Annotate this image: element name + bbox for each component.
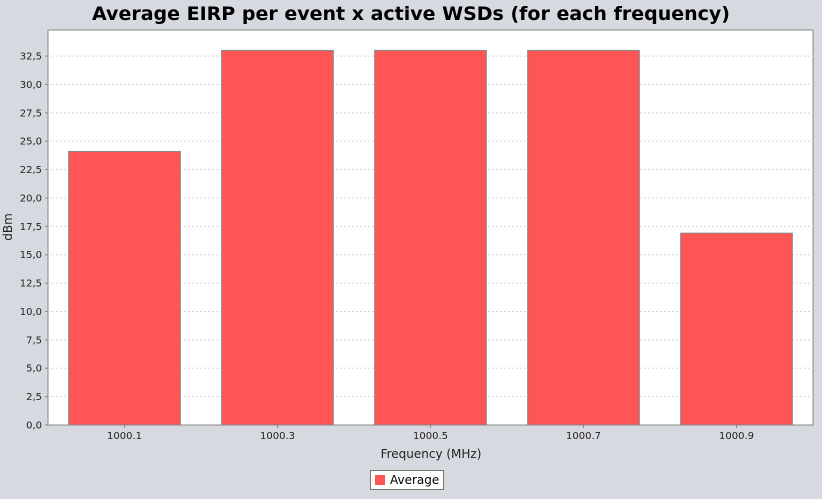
x-axis-ticks: 1000.1 1000.3 1000.5 1000.7 1000.9 xyxy=(107,425,754,442)
y-tick-label: 22,5 xyxy=(20,165,42,176)
y-tick-label: 30,0 xyxy=(20,80,42,91)
bar xyxy=(68,150,181,426)
y-tick-label: 0,0 xyxy=(26,421,42,432)
y-tick-label: 15,0 xyxy=(20,250,42,261)
y-tick-label: 12,5 xyxy=(20,279,42,290)
y-axis-ticks: 0,0 2,5 5,0 7,5 10,0 12,5 15,0 17,5 20,0 22,5 25,0… xyxy=(20,52,48,432)
bar xyxy=(221,49,334,426)
chart-title: Average EIRP per event x active WSDs (fo… xyxy=(92,3,730,25)
y-tick-label: 10,0 xyxy=(20,307,42,318)
y-tick-label: 2,5 xyxy=(26,392,42,403)
y-tick-label: 27,5 xyxy=(20,108,42,119)
bar xyxy=(527,49,640,426)
y-tick-label: 25,0 xyxy=(20,137,42,148)
x-axis-title: Frequency (MHz) xyxy=(381,447,482,461)
bar xyxy=(374,49,487,426)
bars xyxy=(68,49,793,426)
y-tick-label: 5,0 xyxy=(26,364,42,375)
x-tick-label: 1000.9 xyxy=(719,431,754,442)
legend-swatch xyxy=(375,475,385,485)
y-tick-label: 20,0 xyxy=(20,193,42,204)
x-tick-label: 1000.5 xyxy=(413,431,448,442)
y-tick-label: 17,5 xyxy=(20,222,42,233)
x-tick-label: 1000.7 xyxy=(566,431,601,442)
y-axis-title: dBm xyxy=(1,213,15,241)
y-tick-label: 7,5 xyxy=(26,335,42,346)
legend: Average xyxy=(370,470,445,490)
legend-label: Average xyxy=(390,473,440,487)
x-tick-label: 1000.1 xyxy=(107,431,142,442)
y-tick-label: 32,5 xyxy=(20,52,42,63)
bar xyxy=(680,232,793,426)
x-tick-label: 1000.3 xyxy=(260,431,295,442)
